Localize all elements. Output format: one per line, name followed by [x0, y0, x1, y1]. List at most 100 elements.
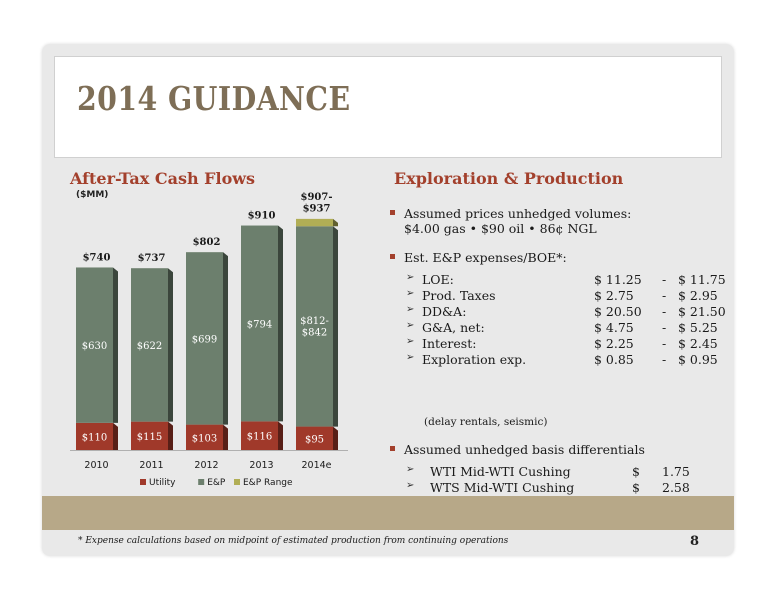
bullet-square-icon: [390, 254, 395, 259]
legend-swatch: [198, 479, 205, 485]
bar-side: [333, 226, 338, 427]
x-tick-label: 2013: [249, 460, 273, 471]
bar-side: [223, 424, 228, 450]
bar-side: [168, 421, 173, 450]
prices-line1: Assumed prices unhedged volumes:: [404, 206, 632, 221]
basis-name: WTS Mid-WTI Cushing: [430, 480, 575, 495]
expenses-bullet: Est. E&P expenses/BOE*:: [390, 250, 567, 265]
expense-low: $ 0.85: [594, 352, 634, 367]
legend-label: Utility: [149, 478, 176, 488]
range-dash: -: [662, 336, 667, 351]
cash-flow-chart: $110 $630 $740 2010 $115 $622 $737 2011 $103 $699…: [70, 192, 348, 488]
bar-value-label: $622: [137, 341, 162, 352]
bar-segment: [131, 421, 168, 450]
expense-high: $ 21.50: [678, 304, 726, 319]
basis-dollar: $: [632, 464, 640, 479]
expense-low: $ 20.50: [594, 304, 642, 319]
bar-segment: [296, 218, 333, 227]
bar-segment: [186, 424, 223, 450]
legend-swatch: [140, 479, 146, 485]
footnote: * Expense calculations based on midpoint…: [78, 536, 509, 546]
bar-total-label: $907-$937: [301, 192, 333, 215]
bar-value-label: $794: [247, 319, 272, 330]
bar-side: [168, 268, 173, 422]
x-tick-label: 2012: [194, 460, 218, 471]
expense-name: Exploration exp.: [422, 352, 527, 367]
basis-name: WTI Mid-WTI Cushing: [430, 464, 571, 479]
basis-value: 2.58: [662, 480, 690, 495]
bar-value-label: $116: [247, 432, 272, 443]
basis-value: 1.75: [662, 464, 690, 479]
expense-name: Interest:: [422, 336, 477, 351]
expense-high: $ 2.45: [678, 336, 718, 351]
bar-total-label: $910: [248, 211, 276, 222]
arrow-bullet-icon: ➢: [406, 304, 415, 315]
legend-label: E&P Range: [243, 478, 293, 488]
bar-side: [223, 252, 228, 425]
cash-flow-heading: After-Tax Cash Flows: [70, 169, 256, 188]
expense-name: G&A, net:: [422, 320, 485, 335]
range-dash: -: [662, 288, 667, 303]
legend-label: E&P: [207, 478, 226, 488]
arrow-bullet-icon: ➢: [406, 464, 415, 475]
arrow-bullet-icon: ➢: [406, 320, 415, 331]
x-tick-label: 2010: [84, 460, 108, 471]
x-tick-label: 2014e: [301, 460, 331, 471]
bar-segment: [296, 226, 333, 427]
basis-dollar: $: [632, 480, 640, 495]
page-number: 8: [690, 534, 700, 549]
bar-value-label: $699: [192, 334, 217, 345]
bar-total-label: $740: [83, 252, 111, 263]
bar-side: [113, 267, 118, 423]
expense-high: $ 5.25: [678, 320, 718, 335]
arrow-bullet-icon: ➢: [406, 336, 415, 347]
bullet-square-icon: [390, 210, 395, 215]
bar-value-label: $95: [305, 434, 324, 445]
expense-name: DD&A:: [422, 304, 467, 319]
range-dash: -: [662, 272, 667, 287]
bullet-square-icon: [390, 446, 395, 451]
bar-side: [278, 225, 283, 422]
bar-value-label: $812-$842: [300, 316, 329, 339]
range-dash: -: [662, 304, 667, 319]
basis-bullet: Assumed unhedged basis differentials: [390, 442, 645, 457]
expense-low: $ 11.25: [594, 272, 642, 287]
bar-side: [113, 422, 118, 450]
bar-segment: [186, 252, 223, 425]
title-box: 2014 GUIDANCE: [54, 56, 722, 158]
range-dash: -: [662, 352, 667, 367]
expense-name: Prod. Taxes: [422, 288, 496, 303]
basis-label: Assumed unhedged basis differentials: [404, 442, 645, 457]
expense-high: $ 11.75: [678, 272, 726, 287]
expense-name: LOE:: [422, 272, 454, 287]
bar-side: [333, 218, 338, 227]
expense-high: $ 2.95: [678, 288, 718, 303]
expense-low: $ 2.75: [594, 288, 634, 303]
arrow-bullet-icon: ➢: [406, 352, 415, 363]
arrow-bullet-icon: ➢: [406, 288, 415, 299]
footer-band: [42, 496, 734, 530]
bar-total-label: $737: [138, 253, 166, 264]
prices-line2: $4.00 gas • $90 oil • 86¢ NGL: [404, 221, 597, 236]
bar-value-label: $103: [192, 433, 217, 444]
expense-high: $ 0.95: [678, 352, 718, 367]
slide-title: 2014 GUIDANCE: [77, 79, 351, 118]
bar-value-label: $115: [137, 432, 162, 443]
bar-value-label: $110: [82, 432, 107, 443]
bar-side: [278, 421, 283, 450]
prices-bullet: Assumed prices unhedged volumes: $4.00 g…: [390, 206, 631, 236]
bar-value-label: $630: [82, 341, 107, 352]
bar-side: [333, 426, 338, 450]
slide: 2014 GUIDANCE After-Tax Cash Flows ($MM)…: [42, 44, 734, 556]
x-tick-label: 2011: [139, 460, 163, 471]
expense-low: $ 4.75: [594, 320, 634, 335]
range-dash: -: [662, 320, 667, 335]
ep-heading: Exploration & Production: [394, 169, 624, 188]
bar-segment: [76, 267, 113, 423]
bar-segment: [241, 421, 278, 450]
arrow-bullet-icon: ➢: [406, 272, 415, 283]
bar-total-label: $802: [193, 237, 221, 248]
expenses-label: Est. E&P expenses/BOE*:: [404, 250, 567, 265]
bar-segment: [296, 426, 333, 450]
bar-segment: [131, 268, 168, 422]
